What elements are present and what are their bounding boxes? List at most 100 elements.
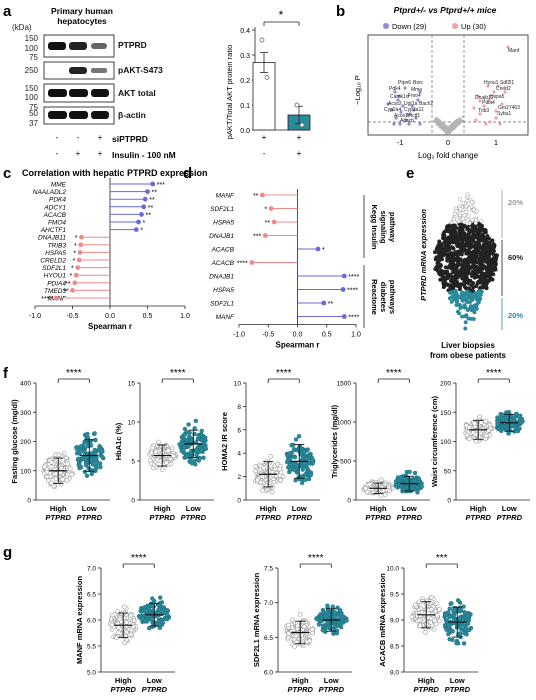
high-point [428, 620, 434, 625]
volcano-point [435, 116, 438, 120]
low-point [442, 623, 448, 628]
gene-label: Acox1 [394, 113, 408, 119]
high-point [122, 640, 127, 646]
low-point [415, 490, 420, 495]
high-point [429, 607, 434, 612]
low-point [334, 631, 340, 636]
high-point [277, 466, 283, 472]
high-point [128, 613, 134, 618]
sample-point [449, 239, 454, 245]
ytick-label: 4 [237, 451, 241, 458]
low-point [92, 431, 97, 436]
sample-point [448, 286, 453, 291]
sample-point [477, 258, 483, 264]
category-label: MANF [216, 314, 235, 321]
sig-label: **** [347, 288, 358, 295]
group2-line: diabetes [379, 282, 388, 312]
ytick-label: 0.1 [240, 103, 250, 110]
category-label: HSPA5 [45, 250, 66, 257]
sig-label: ** [328, 301, 334, 308]
category-label: NAALADL2 [33, 189, 67, 196]
xtick-label: 1.0 [351, 332, 361, 339]
ytick-label: 0.4 [240, 28, 250, 35]
high-point [464, 432, 470, 438]
panel-c-letter: c [3, 165, 11, 182]
group-label: PTPRD [77, 513, 103, 522]
high-point [153, 449, 158, 455]
low-point [456, 641, 461, 646]
xtick-label: -0.5 [262, 332, 274, 339]
sample-point [454, 298, 459, 304]
low-point [455, 598, 461, 603]
ytick-label: 6.5 [264, 635, 273, 642]
up-point [486, 84, 490, 88]
high-point [64, 478, 70, 483]
sample-point [442, 230, 447, 235]
low-point [393, 483, 399, 488]
gene-label: Cyp3a11 [404, 107, 424, 113]
low-point [181, 447, 186, 453]
corr-point [73, 272, 79, 278]
sig-label: **** [348, 315, 359, 322]
up-point [478, 112, 482, 116]
sig-label: * [75, 235, 78, 242]
low-point [146, 625, 152, 631]
low-point [457, 625, 463, 630]
down-point [386, 102, 390, 106]
sample-point [475, 281, 480, 286]
sample-point [474, 259, 479, 264]
high-point [131, 618, 137, 623]
ytick-label: 10 [234, 381, 242, 388]
sample-point [458, 272, 463, 277]
high-point [487, 422, 493, 428]
high-point [171, 453, 176, 459]
low-point [462, 623, 467, 628]
ytick-label: 8.0 [390, 670, 399, 677]
low-point [160, 620, 166, 625]
sample-point [460, 216, 465, 221]
sample-point [491, 242, 496, 247]
sample-point [445, 225, 450, 230]
sig-star: * [279, 8, 284, 22]
group-label: Low [450, 676, 465, 685]
group-label: High [154, 504, 171, 513]
low-point [500, 416, 505, 422]
down-point [418, 90, 422, 94]
ytick-label: 0 [447, 498, 451, 505]
sample-point [444, 239, 449, 244]
ladder-tick: 100 [25, 44, 39, 53]
treat-sign: - [77, 132, 80, 142]
sample-point [459, 267, 464, 272]
y-axis-label: Triglycerides (mg/dl) [330, 404, 339, 478]
group-label: High [50, 504, 67, 513]
low-point [407, 469, 412, 475]
sample-point [482, 242, 487, 247]
low-point [461, 641, 467, 646]
group-label: Low [82, 504, 97, 513]
high-point [271, 479, 277, 485]
sample-point [457, 210, 462, 215]
sample-point [469, 297, 474, 302]
group-label: PTPRD [397, 513, 423, 522]
ladder-tick: 37 [29, 119, 38, 128]
sample-point [439, 254, 444, 259]
corr-point [321, 300, 327, 306]
up-point [474, 118, 478, 122]
low-point [156, 607, 161, 612]
group-label: High [260, 504, 277, 513]
corr-point [262, 233, 268, 238]
treat-sign: + [297, 132, 302, 142]
ytick-label: 6.0 [87, 618, 96, 625]
treat-sign: + [98, 148, 103, 158]
ytick-label: 6 [237, 427, 241, 434]
volcano-point [453, 125, 457, 128]
pct-mid: 60% [508, 253, 523, 262]
down-point [390, 108, 394, 112]
sample-point [487, 243, 492, 248]
sig-stars: *** [436, 553, 448, 564]
ytick-label: 2 [237, 474, 241, 481]
high-point [164, 460, 169, 466]
